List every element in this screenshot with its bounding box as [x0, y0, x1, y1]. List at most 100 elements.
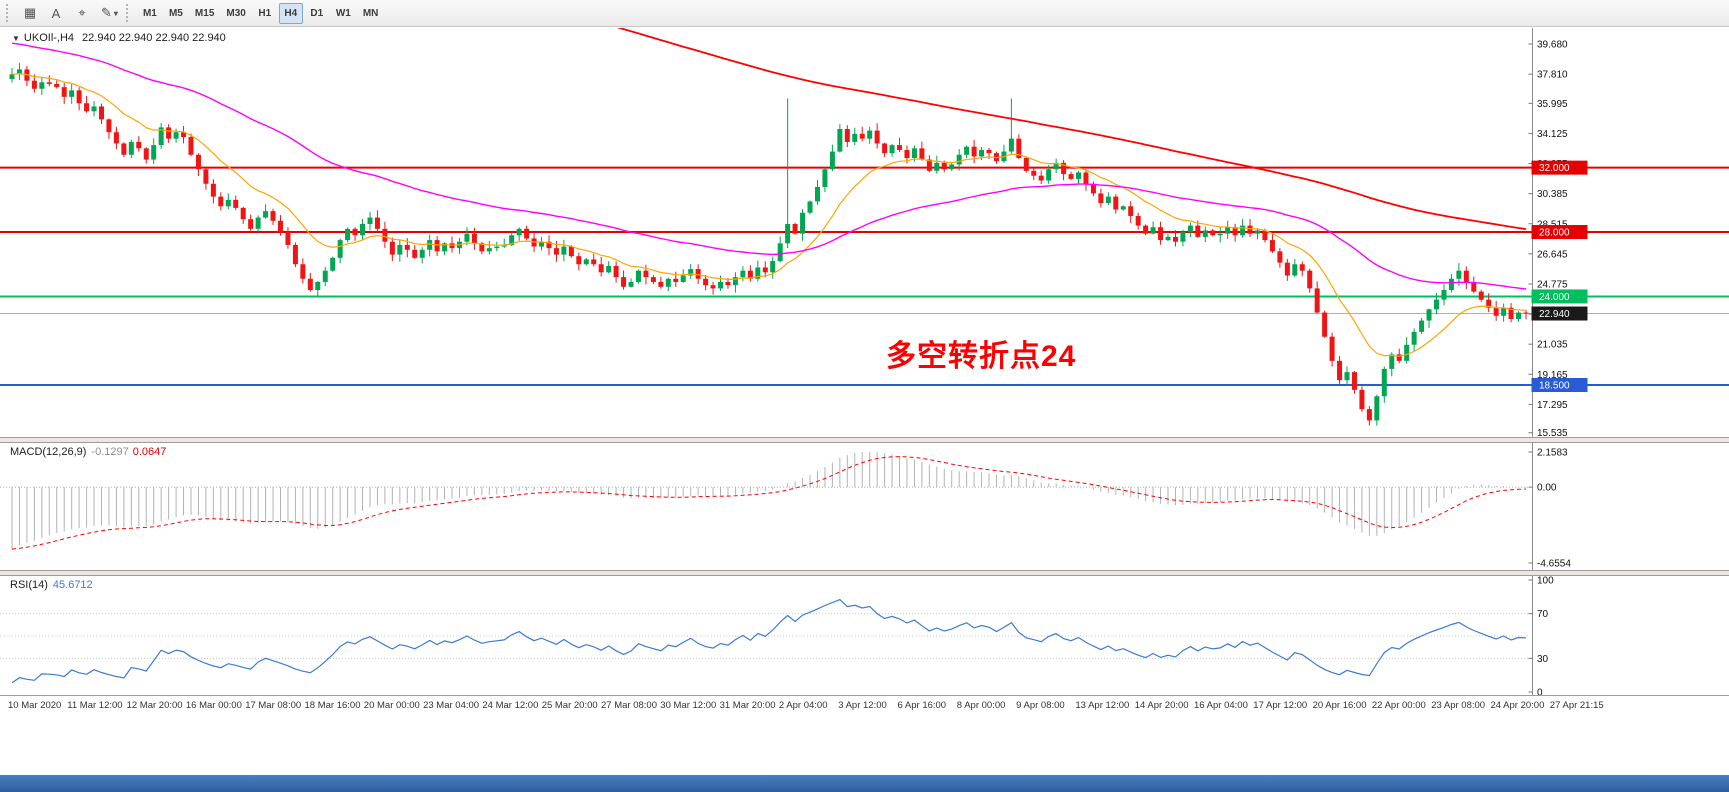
panel-separator[interactable]: [0, 437, 1729, 443]
candle-down: [1523, 312, 1529, 314]
crosshair-tool-button[interactable]: ⌖: [70, 3, 94, 24]
axis-label: 10 Mar 2020: [8, 700, 61, 711]
axis-label: 24.000: [1539, 292, 1570, 303]
axis-label: 25 Mar 20:00: [542, 700, 598, 711]
timeframe-d1-button[interactable]: D1: [305, 3, 329, 24]
candle-up: [1516, 312, 1522, 319]
candle-up: [419, 249, 425, 258]
time-axis[interactable]: 10 Mar 2020 11 Mar 12:00 12 Mar 20:00 16 Ma…: [8, 700, 1604, 711]
candle-up: [367, 217, 373, 224]
candle-up: [158, 127, 164, 146]
candle-up: [1225, 227, 1231, 234]
candle-down: [1090, 183, 1096, 194]
candle-down: [412, 249, 418, 258]
candle-down: [844, 129, 850, 142]
candle-down: [1083, 172, 1089, 184]
timeframe-m5-button[interactable]: M5: [164, 3, 188, 24]
candle-up: [322, 270, 328, 282]
candle-up: [330, 257, 336, 271]
candle-down: [188, 137, 194, 155]
candle-down: [1068, 174, 1074, 179]
axis-label: 17 Mar 08:00: [245, 700, 301, 711]
candle-up: [606, 265, 612, 273]
rsi-value: 45.6712: [52, 579, 93, 591]
candle-down: [904, 149, 910, 158]
annotation-text[interactable]: 多空转折点24: [886, 340, 1077, 373]
text-tool-button[interactable]: A: [44, 3, 68, 24]
candle-up: [1404, 344, 1410, 361]
current-price-badge: 22.940: [1531, 306, 1588, 321]
candle-down: [1232, 227, 1238, 236]
candle-down: [434, 240, 440, 252]
candle-down: [591, 259, 597, 265]
toolbar-grip[interactable]: [125, 4, 131, 22]
candle-down: [240, 207, 246, 220]
candle-up: [1426, 309, 1432, 321]
taskbar[interactable]: [0, 775, 1729, 792]
candle-up: [1434, 299, 1440, 310]
candle-up: [770, 261, 776, 273]
axis-label: 18.500: [1539, 380, 1570, 391]
candle-down: [389, 241, 395, 255]
timeframe-m15-button[interactable]: M15: [190, 3, 219, 24]
candle-up: [442, 243, 448, 252]
candle-down: [31, 80, 37, 89]
candle-down: [897, 145, 903, 150]
candle-up: [486, 248, 492, 252]
candle-up: [263, 211, 269, 218]
candle-up: [501, 244, 507, 247]
candle-up: [665, 278, 671, 287]
candle-up: [1202, 230, 1208, 237]
candle-up: [1150, 227, 1156, 234]
timeframe-w1-button[interactable]: W1: [331, 3, 356, 24]
axis-label: 17.295: [1537, 400, 1568, 411]
toolbar-grip[interactable]: [6, 4, 11, 22]
axis-label: 0: [1537, 688, 1543, 699]
timeframe-h1-button[interactable]: H1: [253, 3, 277, 24]
axis-label: 11 Mar 12:00: [67, 700, 122, 711]
candle-down: [479, 243, 485, 252]
draw-tool-button[interactable]: ✎ ▾: [96, 3, 123, 24]
panel-separator[interactable]: [0, 570, 1729, 576]
axis-label: 28.000: [1539, 228, 1570, 239]
candle-up: [1008, 138, 1014, 152]
ma-mid-line: [11, 42, 1527, 290]
axis-label: 24 Apr 20:00: [1491, 700, 1545, 711]
candle-down: [1299, 264, 1305, 271]
candle-down: [121, 143, 127, 155]
candle-up: [1501, 307, 1507, 316]
candle-down: [1158, 227, 1164, 241]
collapse-arrow-icon[interactable]: ▼: [12, 34, 20, 43]
candle-up: [1053, 162, 1059, 170]
timeframe-m30-button[interactable]: M30: [221, 3, 250, 24]
candle-up: [1456, 270, 1462, 279]
macd-name: MACD(12,26,9): [10, 446, 87, 458]
candle-down: [285, 232, 291, 245]
timeframe-mn-button[interactable]: MN: [358, 3, 384, 24]
candle-up: [516, 228, 522, 236]
timeframe-h4-button[interactable]: H4: [278, 2, 303, 24]
candle-down: [136, 141, 142, 149]
axis-label: 31 Mar 20:00: [720, 700, 776, 711]
candle-down: [106, 119, 112, 133]
grid-tool-button[interactable]: ▦: [18, 3, 42, 24]
timeframe-m1-button[interactable]: M1: [138, 3, 162, 24]
axis-label: 9 Apr 08:00: [1016, 700, 1065, 711]
candle-down: [1135, 215, 1141, 226]
candle-up: [1292, 264, 1298, 276]
candle-up: [785, 223, 791, 244]
candle-up: [1046, 169, 1052, 181]
axis-label: 8 Apr 00:00: [957, 700, 1006, 711]
axis-label: 35.995: [1537, 99, 1568, 110]
candle-down: [1284, 262, 1290, 276]
candle-down: [1023, 157, 1029, 171]
candle-up: [1217, 233, 1223, 236]
candle-up: [539, 241, 545, 247]
candle-up: [688, 269, 694, 276]
candle-up: [822, 169, 828, 187]
candle-up: [964, 146, 970, 155]
candle-up: [91, 106, 97, 112]
candle-down: [1314, 288, 1320, 313]
candle-up: [755, 267, 761, 279]
